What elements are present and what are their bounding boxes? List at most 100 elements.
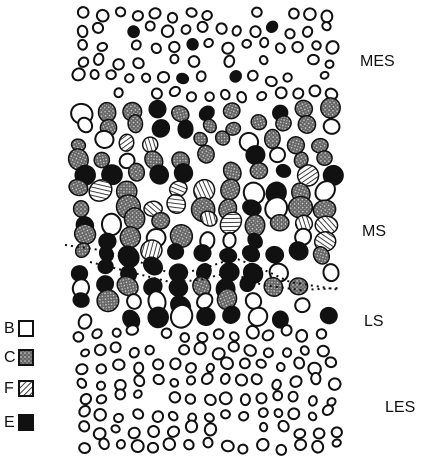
open-cell	[116, 389, 126, 399]
open-cell	[255, 392, 268, 405]
open-cell	[160, 327, 173, 340]
open-cell	[193, 341, 207, 355]
open-cell	[77, 404, 92, 419]
open-cell	[276, 362, 287, 373]
open-cell	[80, 348, 90, 357]
open-cell	[234, 372, 250, 388]
open-cell	[286, 406, 301, 421]
open-cell	[204, 91, 216, 103]
open-cell	[302, 6, 318, 22]
open-cell	[219, 88, 231, 100]
open-cell	[77, 419, 91, 433]
open-cell	[130, 39, 143, 52]
open-cell	[113, 413, 124, 423]
open-cell	[243, 343, 258, 358]
open-cell	[166, 425, 181, 439]
open-cell	[296, 329, 308, 342]
open-cell	[161, 436, 177, 452]
open-cell	[184, 392, 197, 405]
open-cell	[324, 356, 337, 369]
stippled-cell	[289, 278, 307, 295]
open-cell	[292, 41, 304, 53]
open-cell	[148, 443, 158, 453]
open-cell	[178, 344, 189, 355]
filled-cell	[228, 69, 244, 85]
open-cell	[70, 66, 87, 83]
open-cell	[101, 213, 122, 236]
open-cell	[182, 438, 195, 451]
open-cell	[311, 373, 321, 385]
open-cell	[252, 7, 263, 17]
open-cell	[152, 358, 165, 371]
open-cell	[215, 22, 229, 36]
open-cell	[308, 55, 319, 65]
legend-label: B	[4, 320, 15, 337]
open-cell	[293, 356, 306, 370]
open-cell	[148, 7, 162, 20]
open-cell	[249, 25, 262, 38]
filled-cell	[194, 244, 212, 262]
open-cell	[236, 91, 248, 104]
open-cell	[157, 71, 170, 84]
open-cell	[203, 393, 218, 407]
open-cell	[325, 60, 335, 69]
open-cell	[284, 27, 297, 40]
open-cell	[282, 72, 294, 83]
open-cell	[131, 10, 144, 23]
open-cell	[196, 332, 208, 344]
open-cell	[187, 55, 201, 69]
open-cell	[127, 426, 142, 440]
filled-cell	[318, 305, 339, 326]
open-cell	[246, 69, 259, 82]
filled-cell	[126, 24, 141, 39]
open-cell	[91, 327, 104, 340]
filled-cell	[194, 304, 218, 328]
open-cell	[167, 410, 179, 422]
filled-cell	[178, 120, 193, 138]
open-cell	[77, 39, 88, 50]
open-cell	[288, 391, 299, 402]
open-cell	[264, 348, 273, 357]
open-cell	[228, 331, 240, 343]
stippled-cell	[249, 162, 268, 180]
stippled-cell	[196, 144, 216, 165]
open-cell	[324, 39, 341, 56]
open-cell	[255, 437, 271, 453]
open-cell	[250, 372, 264, 386]
stippled-cell	[124, 207, 146, 230]
open-cell	[124, 73, 135, 84]
open-cell	[231, 25, 242, 37]
open-cell	[265, 75, 278, 87]
region-label: LS	[364, 313, 384, 330]
open-cell	[91, 21, 105, 35]
open-cell	[145, 346, 154, 355]
open-cell	[294, 428, 307, 439]
open-cell	[196, 71, 207, 82]
open-cell	[301, 25, 313, 38]
open-cell	[111, 327, 122, 338]
open-cell	[311, 439, 325, 454]
open-cell	[274, 42, 287, 55]
filled-cell	[97, 258, 114, 274]
open-cell	[151, 409, 165, 423]
open-cell	[221, 410, 230, 419]
open-cell	[204, 412, 216, 423]
open-cell	[218, 390, 234, 406]
open-cell	[201, 10, 213, 21]
open-cell	[113, 87, 123, 98]
open-cell	[220, 439, 235, 453]
open-cell	[115, 6, 127, 17]
open-cell	[146, 424, 160, 438]
open-cell	[320, 71, 330, 80]
open-cell	[113, 359, 125, 370]
filled-cell	[145, 304, 171, 330]
filled-cell	[264, 19, 279, 34]
open-cell	[95, 8, 111, 24]
open-cell	[275, 444, 288, 457]
open-cell	[311, 39, 323, 51]
open-cell	[75, 363, 89, 376]
open-cell	[76, 377, 88, 389]
open-cell	[260, 37, 269, 47]
legend-swatch	[19, 321, 33, 336]
open-cell	[313, 428, 324, 439]
